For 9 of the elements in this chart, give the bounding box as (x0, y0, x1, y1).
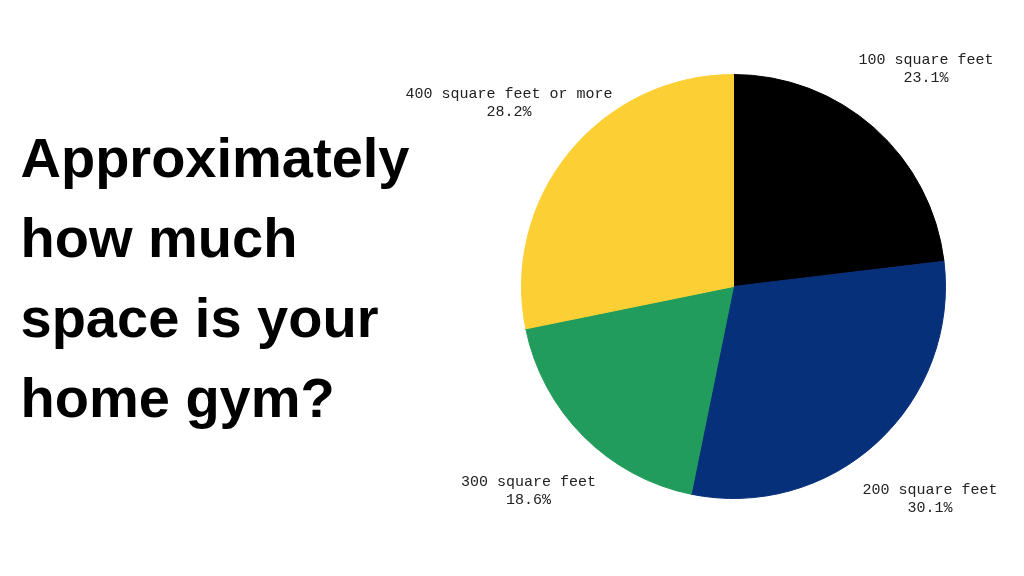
data-label: 18.6% (505, 492, 552, 510)
slice-label: 400 square feet or more (405, 85, 613, 103)
data-label: 23.1% (903, 70, 950, 88)
slice-label: 200 square feet (862, 482, 998, 500)
data-label: 28.2% (486, 103, 533, 121)
slice-label: 300 square feet (460, 474, 596, 492)
text: Approximately how much space is your home gym? (20, 125, 410, 429)
data-label: 30.1% (907, 500, 954, 518)
slice-label: 100 square feet (858, 52, 994, 70)
